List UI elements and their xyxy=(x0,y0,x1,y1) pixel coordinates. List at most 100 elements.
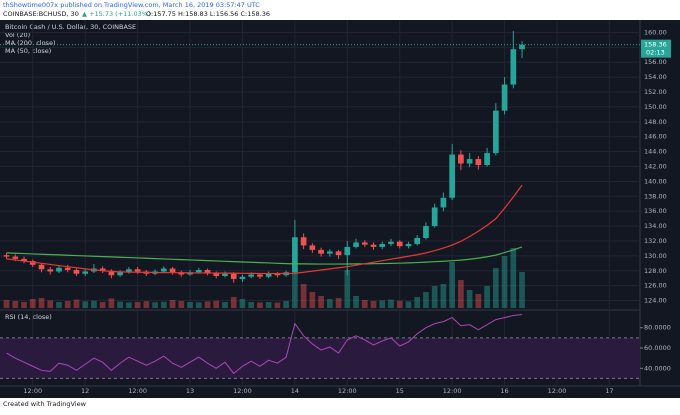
volume-bar xyxy=(283,301,289,308)
candle-body xyxy=(300,237,307,246)
candle-body xyxy=(213,272,220,276)
symbol: COINBASE:BCHUSD, 30 xyxy=(3,10,79,18)
candle-body xyxy=(248,274,255,277)
volume-bar xyxy=(344,270,351,308)
volume-bar xyxy=(370,301,377,308)
y-tick-label: 132.00 xyxy=(644,237,667,245)
candle-body xyxy=(38,264,45,270)
volume-bar xyxy=(361,300,368,308)
candle-body xyxy=(99,268,106,271)
volume-bar xyxy=(326,299,333,308)
candle-body xyxy=(405,243,412,247)
volume-bar xyxy=(248,302,255,308)
x-tick-label: 14 xyxy=(291,387,299,395)
candle-body xyxy=(134,269,141,272)
volume-bar xyxy=(353,296,359,308)
candle-body xyxy=(169,268,176,273)
volume-bar xyxy=(3,300,10,308)
candle-body xyxy=(326,251,333,254)
volume-bar xyxy=(458,280,464,308)
candle-body xyxy=(318,249,324,254)
candle-body xyxy=(108,270,115,276)
volume-bar xyxy=(466,290,473,308)
y-tick-label: 124.00 xyxy=(644,297,667,305)
candle-body xyxy=(414,237,421,244)
y-tick-label: 130.00 xyxy=(644,252,667,260)
y-tick-label: 134.00 xyxy=(644,222,667,230)
volume-bar xyxy=(29,299,36,308)
candle-body xyxy=(475,159,482,166)
y-tick-label: 126.00 xyxy=(644,282,667,290)
volume-bar xyxy=(64,301,71,308)
y-tick-label: 128.00 xyxy=(644,267,667,275)
volume-bar xyxy=(47,300,54,308)
volume-bar xyxy=(134,302,141,308)
volume-bar xyxy=(449,262,455,308)
volume-bar xyxy=(117,301,123,308)
x-tick-label: 13 xyxy=(186,387,194,395)
candle-body xyxy=(47,269,54,272)
candle-body xyxy=(292,237,298,273)
y-tick-label: 148.00 xyxy=(644,118,667,126)
legend-entry: MA (200, close) xyxy=(5,39,55,47)
volume-bar xyxy=(265,302,272,308)
volume-bar xyxy=(56,302,62,308)
candle-body xyxy=(466,159,473,164)
candle-body xyxy=(501,84,508,111)
chart-background xyxy=(0,20,680,398)
y-tick-label: 136.00 xyxy=(644,207,667,215)
change: ▲ +15.73 (+11.03%) xyxy=(82,10,151,18)
x-tick-label: 12 xyxy=(81,387,89,395)
candle-body xyxy=(29,261,36,265)
candle-body xyxy=(230,273,237,279)
candle-body xyxy=(56,267,62,272)
candle-body xyxy=(3,255,10,257)
volume-bar xyxy=(300,284,307,308)
x-tick-label: 15 xyxy=(396,387,404,395)
volume-bar xyxy=(222,302,228,308)
volume-bar xyxy=(440,284,447,308)
x-tick-label: 12:00 xyxy=(128,387,147,395)
volume-bar xyxy=(204,301,211,308)
volume-bar xyxy=(152,302,158,308)
candle-body xyxy=(510,49,517,85)
candle-body xyxy=(492,110,499,154)
volume-bar xyxy=(126,302,132,308)
y-tick-label: 138.00 xyxy=(644,192,667,200)
candle-body xyxy=(431,207,438,227)
volume-legend: Vol (20) xyxy=(5,31,30,39)
volume-bar xyxy=(82,301,89,308)
candle-body xyxy=(440,197,447,208)
volume-bar xyxy=(108,298,115,308)
moving-average xyxy=(6,184,523,275)
volume-bar xyxy=(230,297,237,308)
y-tick-label: 152.00 xyxy=(644,88,667,96)
candle-body xyxy=(73,270,80,274)
candle-body xyxy=(117,272,123,276)
footer: Created with TradingView xyxy=(3,400,87,408)
x-tick-label: 12:00 xyxy=(548,387,567,395)
candle-body xyxy=(274,273,281,276)
volume-bar xyxy=(239,299,246,308)
volume-bar xyxy=(73,299,80,308)
rsi-tick-label: 60.0000 xyxy=(644,344,671,352)
volume-bar xyxy=(309,292,316,308)
x-tick-label: 12:00 xyxy=(23,387,42,395)
y-tick-label: 142.00 xyxy=(644,163,667,171)
candle-body xyxy=(335,251,342,256)
volume-bar xyxy=(492,268,499,308)
candle-body xyxy=(21,258,27,262)
candle-body xyxy=(222,273,228,276)
volume-bar xyxy=(431,286,438,308)
x-tick-label: 16 xyxy=(500,387,508,395)
y-tick-label: 144.00 xyxy=(644,148,667,156)
volume-bar xyxy=(318,296,324,308)
volume-bar xyxy=(195,302,202,308)
candle-body xyxy=(160,268,167,272)
candle-body xyxy=(257,274,263,277)
y-tick-label: 140.00 xyxy=(644,177,667,185)
volume-bar xyxy=(91,300,97,308)
volume-bar xyxy=(257,302,263,308)
last-price-label: 158.36 xyxy=(644,41,667,49)
